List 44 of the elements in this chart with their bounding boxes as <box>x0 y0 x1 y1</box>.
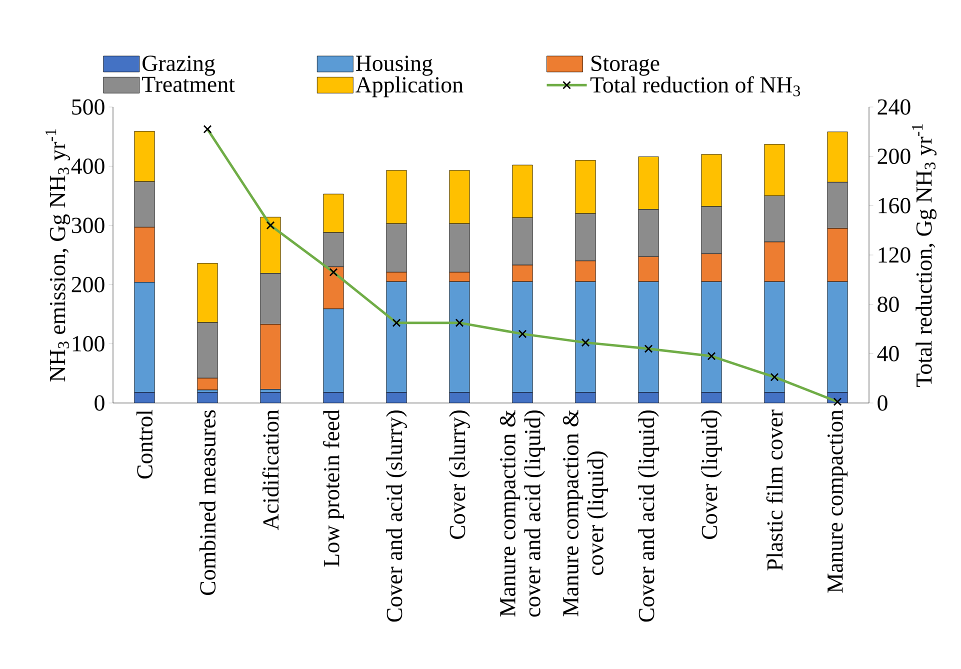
legend-label: Grazing <box>142 56 215 76</box>
x-tick-label: Cover (liquid) <box>701 410 722 539</box>
bar <box>323 392 344 403</box>
y2-tick-label: 200 <box>878 148 910 164</box>
legend-label: Total reduction of NH$_{3}$ <box>590 76 800 96</box>
x-tick-label: Plastic film cover <box>766 410 783 570</box>
y2-tick-label: 40 <box>877 346 899 362</box>
x-tick-label: Manure compaction & cover and acid (liquid) <box>500 410 546 617</box>
bar <box>449 392 470 403</box>
y-tick-label: 500 <box>72 99 104 115</box>
bar <box>764 392 785 403</box>
legend-label: Housing <box>356 56 433 76</box>
legend-label: Application <box>356 76 464 98</box>
y-tick-label: 200 <box>72 276 104 292</box>
bar <box>197 392 218 403</box>
y2-axis-title: Total reduction, Gg NH$_{3}$ yr$^{-1}$ <box>912 124 937 387</box>
bar <box>134 392 155 403</box>
legend-label: Treatment <box>142 76 235 92</box>
y-tick-label: 400 <box>71 158 104 174</box>
y2-tick-label: 0 <box>878 395 888 411</box>
y2-tick-label: 120 <box>878 247 910 263</box>
bar <box>386 392 407 403</box>
x-tick-label: Acidification <box>262 410 279 530</box>
x-tick-label: Cover and acid (slurry) <box>386 410 407 622</box>
y-tick-label: 300 <box>72 218 104 234</box>
y-axis-title: NH$_{3}$ emission, Gg NH$_{3}$ yr$^{-1}$ <box>45 129 70 382</box>
x-tick-label: Manure compaction & cover (liquid) <box>562 410 608 616</box>
legend-label: Storage <box>592 56 660 76</box>
y-tick-label: 0 <box>94 395 104 411</box>
x-tick-label: Cover and acid (liquid) <box>638 410 659 622</box>
bar <box>701 392 722 403</box>
bar <box>575 392 596 403</box>
x-tick-label: Control <box>136 410 153 479</box>
bar <box>512 392 533 403</box>
x-tick-label: Combined measures <box>199 410 216 595</box>
y2-tick-label: 160 <box>878 198 910 214</box>
y2-tick-label: 80 <box>878 296 899 312</box>
y-tick-label: 100 <box>72 336 104 352</box>
x-tick-label: Cover (slurry) <box>449 410 470 539</box>
bar <box>638 392 659 403</box>
x-tick-label: Low protein feed <box>322 410 344 567</box>
x-tick-label: Manure compaction <box>827 410 848 593</box>
bar <box>260 392 281 403</box>
y2-tick-label: 240 <box>878 99 910 115</box>
